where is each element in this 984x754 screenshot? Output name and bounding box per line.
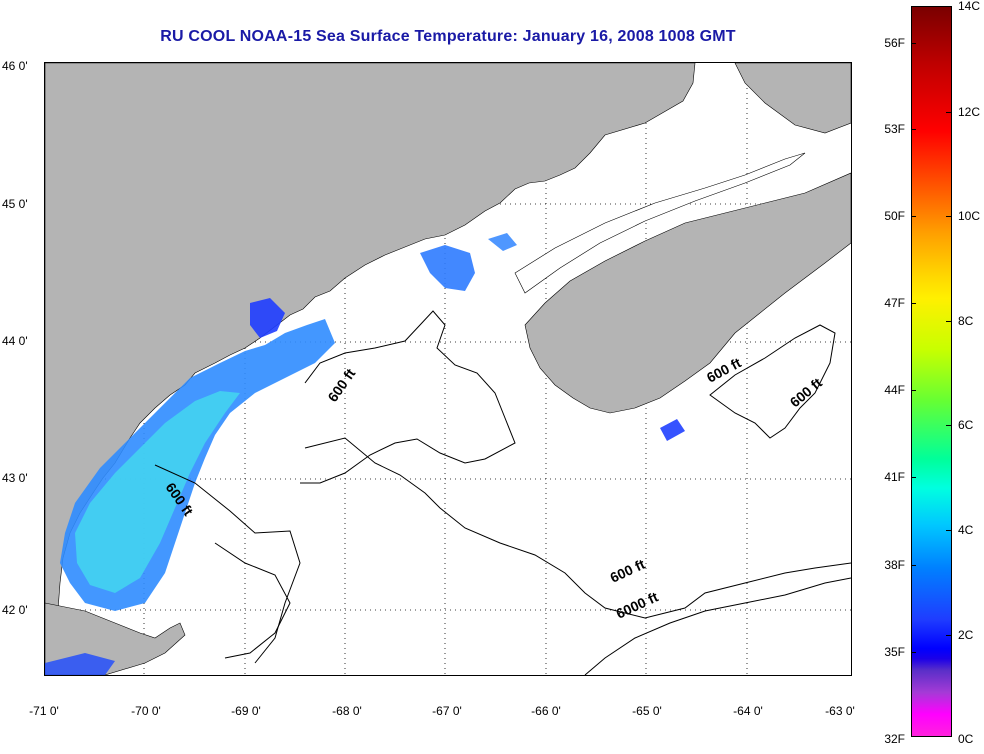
colorbar-c-6: 6C — [958, 418, 974, 432]
colorbar-f-44: 44F — [884, 383, 905, 397]
contour-6000ft — [584, 577, 851, 675]
contour-label-1: 600 ft — [324, 365, 358, 404]
contour-label-5: 600 ft — [608, 556, 648, 586]
contour-600ft-basin — [300, 310, 516, 484]
lat-label-44n: 44 0' — [2, 334, 28, 348]
lat-label-46n: 46 0' — [2, 59, 28, 73]
colorbar-f-32: 32F — [884, 732, 905, 746]
colorbar-f-38: 38F — [884, 558, 905, 572]
colorbar-f-35: 35F — [884, 645, 905, 659]
lat-label-42n: 42 0' — [2, 603, 28, 617]
sst-map[interactable]: 600 ft 600 ft 600 ft 600 ft 600 ft 6000 … — [44, 62, 852, 676]
colorbar-c-10: 10C — [958, 209, 981, 223]
lon-label-71w: -71 0' — [29, 704, 59, 718]
lon-label-70w: -70 0' — [131, 704, 161, 718]
colorbar-f-47: 47F — [884, 296, 905, 310]
map-title: RU COOL NOAA-15 Sea Surface Temperature:… — [160, 28, 736, 45]
colorbar-c-8: 8C — [958, 314, 974, 328]
contour-georges — [214, 542, 291, 659]
north-shore-land — [734, 63, 851, 134]
bathymetry-contours — [154, 310, 851, 675]
colorbar-c-0: 0C — [958, 732, 974, 746]
colorbar-f-53: 53F — [884, 122, 905, 136]
contour-600ft-nova — [709, 324, 836, 439]
bay-of-fundy — [514, 152, 806, 294]
temperature-colorbar — [911, 6, 952, 737]
colorbar-f-50: 50F — [884, 209, 905, 223]
contour-label-4: 600 ft — [787, 374, 826, 410]
nova-scotia-land — [524, 172, 851, 414]
colorbar-f-41: 41F — [884, 470, 905, 484]
contour-label-6: 6000 ft — [614, 588, 661, 621]
colorbar-c-12: 12C — [958, 105, 981, 119]
lon-label-67w: -67 0' — [432, 704, 462, 718]
lon-label-68w: -68 0' — [332, 704, 362, 718]
lon-label-65w: -65 0' — [632, 704, 662, 718]
map-canvas: 600 ft 600 ft 600 ft 600 ft 600 ft 6000 … — [45, 63, 851, 675]
lon-label-63w: -63 0' — [825, 704, 855, 718]
lon-label-64w: -64 0' — [733, 704, 763, 718]
colorbar-f-56: 56F — [884, 36, 905, 50]
lat-label-43n: 43 0' — [2, 471, 28, 485]
lon-label-66w: -66 0' — [531, 704, 561, 718]
lon-label-69w: -69 0' — [231, 704, 261, 718]
lat-label-45n: 45 0' — [2, 197, 28, 211]
contour-600ft-gulf — [154, 437, 851, 664]
colorbar-c-4: 4C — [958, 523, 974, 537]
sst-coastal-band — [45, 233, 685, 675]
colorbar-c-2: 2C — [958, 628, 974, 642]
colorbar-c-14: 14C — [958, 0, 981, 13]
